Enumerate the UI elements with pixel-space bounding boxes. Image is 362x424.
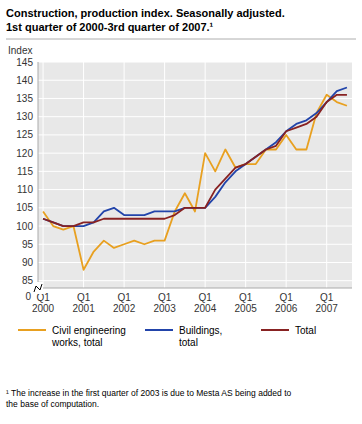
y-tick-label: 145 <box>16 57 33 68</box>
legend-label: Civil engineeringworks, total <box>51 325 126 348</box>
grid-line <box>38 62 352 63</box>
y-axis-label: Index <box>8 45 32 56</box>
x-tick-label: Q12003 <box>153 292 176 314</box>
grid-line <box>124 62 125 288</box>
y-tick-label: 105 <box>16 202 33 213</box>
series-line <box>43 95 347 226</box>
x-tick-label: Q12001 <box>72 292 95 314</box>
grid-line <box>38 80 352 81</box>
x-tick-label: Q12005 <box>235 292 258 314</box>
grid-line <box>38 153 352 154</box>
x-tick-label: Q12002 <box>113 292 136 314</box>
chart: Construction, production index. Seasonal… <box>0 0 362 424</box>
grid-line <box>164 62 165 288</box>
legend-swatch <box>18 329 46 331</box>
y-tick-label: 100 <box>16 221 33 232</box>
legend-swatch <box>261 329 289 331</box>
y-axis-line <box>38 62 39 288</box>
grid-line <box>38 189 352 190</box>
series-line <box>43 95 347 270</box>
plot-background <box>38 62 352 288</box>
grid-line <box>38 116 352 117</box>
y-tick-label: 140 <box>16 75 33 86</box>
y-tick-label: 125 <box>16 129 33 140</box>
y-tick-label: 130 <box>16 111 33 122</box>
title-rule <box>6 39 356 40</box>
title: Construction, production index. Seasonal… <box>6 7 285 19</box>
y-zero-label: 0 <box>25 291 31 302</box>
y-tick-label: 120 <box>16 148 33 159</box>
grid-line <box>38 171 352 172</box>
footnote: ¹ The increase in the first quarter of 2… <box>6 388 292 409</box>
axis-break-mask <box>33 282 43 294</box>
axis-break <box>34 284 42 292</box>
legend-label: Buildings,total <box>179 325 222 348</box>
y-tick-label: 115 <box>17 166 33 177</box>
grid-line <box>83 62 84 288</box>
y-tick-label: 90 <box>22 257 34 268</box>
grid-line <box>286 62 287 288</box>
grid-line <box>43 62 44 288</box>
grid-line <box>38 134 352 135</box>
x-tick-label: Q12007 <box>316 292 339 314</box>
y-tick-label: 85 <box>22 275 34 286</box>
series-line <box>43 88 347 227</box>
legend-label: Total <box>295 325 316 336</box>
x-tick-label: Q12004 <box>194 292 217 314</box>
x-axis-line <box>38 288 352 289</box>
grid-line <box>38 262 352 263</box>
grid-line <box>38 280 352 281</box>
legend-swatch <box>145 329 173 331</box>
y-tick-label: 110 <box>17 184 33 195</box>
grid-line <box>38 244 352 245</box>
grid-line <box>38 98 352 99</box>
y-tick-label: 95 <box>22 239 34 250</box>
series-group <box>43 88 347 270</box>
grid-line <box>245 62 246 288</box>
grid-line <box>205 62 206 288</box>
y-tick-label: 135 <box>16 93 33 104</box>
subtitle: 1st quarter of 2000-3rd quarter of 2007.… <box>6 21 214 33</box>
x-tick-label: Q12006 <box>275 292 298 314</box>
x-tick-label: Q12000 <box>32 292 55 314</box>
